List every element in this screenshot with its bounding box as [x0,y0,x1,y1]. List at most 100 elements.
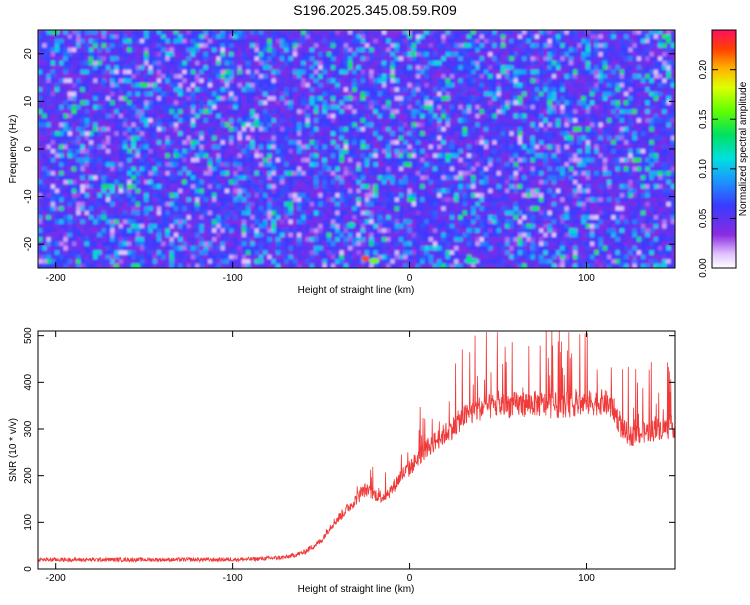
heatmap-cell [169,82,175,88]
heatmap-cell [305,206,311,212]
heatmap-cell [97,162,103,168]
heatmap-cell [42,69,48,75]
heatmap-cell [360,206,366,212]
heatmap-cell [59,96,65,102]
heatmap-cell [390,263,396,268]
heatmap-cell [326,254,332,260]
heatmap-cell [182,118,188,124]
heatmap-cell [275,241,281,247]
heatmap-cell [114,30,120,36]
heatmap-cell [377,78,383,84]
heatmap-cell [246,179,251,185]
heatmap-cell [67,104,73,110]
heatmap-cell [309,104,315,110]
heatmap-cell [144,184,150,190]
heatmap-cell [398,215,404,221]
heatmap-cell [301,96,307,102]
heatmap-cell [38,91,43,97]
heatmap-cell [394,126,400,132]
heatmap-cell [93,30,99,36]
heatmap-cell [275,184,281,190]
heatmap-cell [139,135,145,141]
heatmap-cell [54,149,60,155]
heatmap-cell [369,87,375,93]
heatmap-cell [369,30,375,36]
heatmap-cell [364,153,370,159]
heatmap-cell [195,171,200,177]
heatmap-cell [97,250,103,256]
heatmap-cell [67,34,73,40]
heatmap-cell [250,188,256,194]
heatmap-cell [386,109,392,115]
heatmap-cell [173,237,179,243]
heatmap-cell [331,157,336,163]
heatmap-cell [203,135,209,141]
heatmap-cell [398,140,404,146]
heatmap-cell [63,38,69,44]
heatmap-cell [360,250,366,256]
heatmap-cell [38,210,43,216]
heatmap-cell [165,188,171,194]
heatmap-cell [42,109,48,115]
heatmap-cell [394,122,400,128]
heatmap-cell [263,219,268,225]
heatmap-cell [144,254,150,260]
heatmap-cell [42,241,48,247]
heatmap-cell [305,52,311,58]
heatmap-cell [80,228,86,234]
heatmap-cell [46,43,52,49]
heatmap-cell [76,157,82,163]
heatmap-cell [288,78,294,84]
heatmap-cell [339,30,345,36]
heatmap-cell [139,228,145,234]
heatmap-cell [292,197,298,203]
heatmap-cell [352,166,358,172]
heatmap-cell [122,206,128,212]
heatmap-cell [220,131,226,137]
heatmap-cell [152,223,158,229]
heatmap-cell [275,250,281,256]
heatmap-cell [322,82,328,88]
heatmap-cell [403,96,409,102]
heatmap-cell [127,78,133,84]
heatmap-cell [335,237,341,243]
heatmap-cell [148,263,154,268]
heatmap-cell [309,65,315,71]
heatmap-cell [110,113,116,119]
heatmap-cell [326,193,332,199]
heatmap-cell [373,197,379,203]
heatmap-cell [348,135,353,141]
heatmap-cell [173,254,179,260]
heatmap-cell [110,223,116,229]
heatmap-cell [93,188,99,194]
heatmap-cell [275,153,281,159]
heatmap-cell [63,197,69,203]
heatmap-cell [377,30,383,36]
heatmap-cell [67,96,73,102]
heatmap-cell [156,210,162,216]
heatmap-cell [195,166,200,172]
heatmap-cell [220,38,226,44]
heatmap-cell [381,219,387,225]
heatmap-cell [76,206,82,212]
heatmap-cell [131,259,137,265]
heatmap-cell [105,87,111,93]
heatmap-cell [161,228,166,234]
heatmap-cell [148,223,154,229]
heatmap-cell [263,228,268,234]
heatmap-cell [80,140,86,146]
heatmap-cell [237,60,243,66]
heatmap-cell [348,113,353,119]
heatmap-cell [369,109,375,115]
heatmap-cell [326,245,332,251]
heatmap-cell [254,193,260,199]
heatmap-cell [173,259,179,265]
heatmap-cell [364,34,370,40]
heatmap-cell [284,30,290,36]
heatmap-cell [314,157,319,163]
heatmap-cell [394,144,400,150]
heatmap-cell [203,245,209,251]
heatmap-cell [386,122,392,128]
heatmap-cell [254,65,260,71]
heatmap-cell [122,118,128,124]
